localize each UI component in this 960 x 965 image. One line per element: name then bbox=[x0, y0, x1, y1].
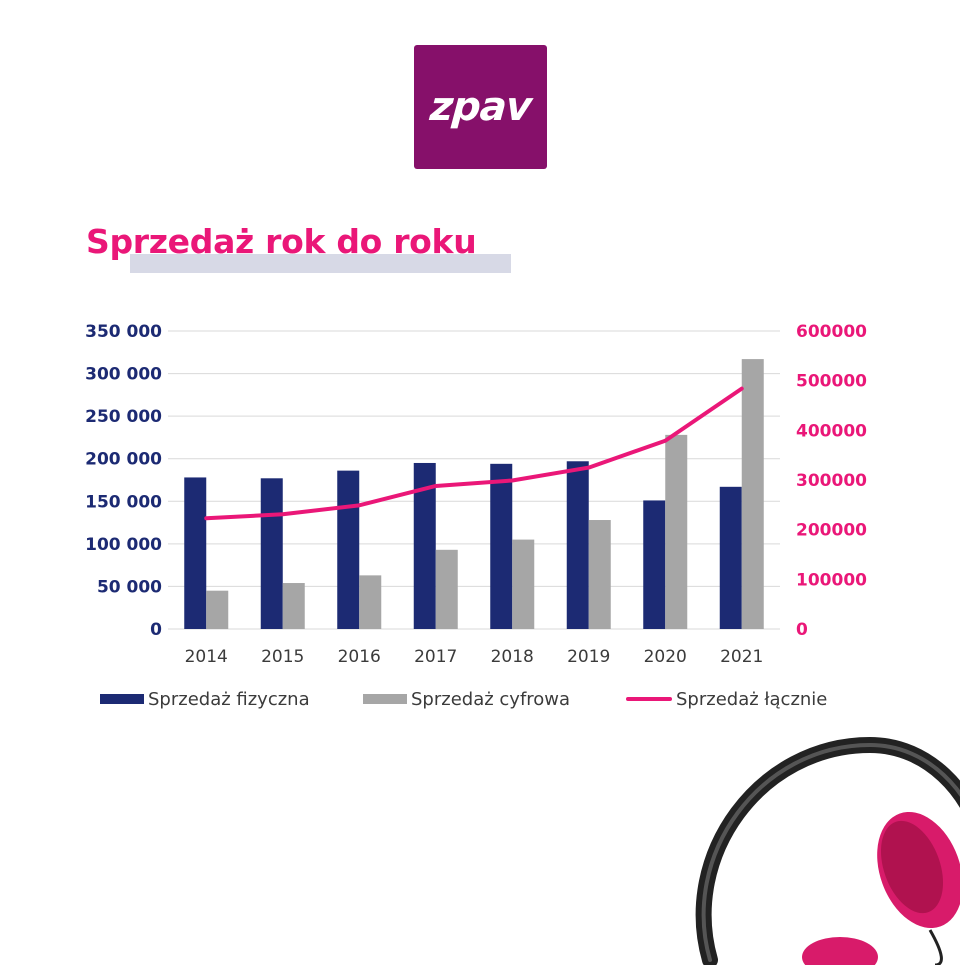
x-tick-label: 2020 bbox=[644, 647, 687, 667]
y-right-tick-label: 0 bbox=[796, 620, 808, 640]
x-tick-label: 2016 bbox=[338, 647, 381, 667]
zpav-logo: zpav bbox=[414, 45, 547, 169]
y-right-tick-label: 200000 bbox=[796, 521, 867, 541]
x-tick-label: 2021 bbox=[720, 647, 763, 667]
y-right-tick-label: 500000 bbox=[796, 372, 867, 392]
legend-item-total: Sprzedaż łącznie bbox=[626, 686, 827, 712]
bar-physical bbox=[337, 470, 360, 629]
line-total bbox=[204, 386, 744, 521]
legend-label-digital: Sprzedaż cyfrowa bbox=[411, 688, 571, 710]
y-right-tick-label: 100000 bbox=[796, 570, 867, 590]
bar-physical bbox=[719, 486, 742, 629]
legend-swatch-digital bbox=[363, 694, 407, 704]
headphones-image bbox=[695, 736, 960, 965]
bar-physical bbox=[643, 500, 666, 629]
y-right-tick-label: 400000 bbox=[796, 421, 867, 441]
bar-physical bbox=[490, 463, 513, 629]
x-tick-label: 2017 bbox=[414, 647, 457, 667]
legend-item-digital: Sprzedaż cyfrowa bbox=[363, 686, 570, 712]
y-left-tick-label: 50 000 bbox=[97, 577, 162, 597]
bar-digital bbox=[206, 590, 229, 629]
y-left-tick-label: 200 000 bbox=[85, 450, 162, 470]
y-left-tick-label: 350 000 bbox=[85, 322, 162, 342]
y-right-tick-label: 300000 bbox=[796, 471, 867, 491]
chart-title: Sprzedaż rok do roku bbox=[86, 222, 477, 261]
bar-digital bbox=[359, 575, 382, 629]
bar-digital bbox=[588, 520, 611, 629]
bar-physical bbox=[566, 461, 589, 629]
y-left-tick-label: 250 000 bbox=[85, 407, 162, 427]
bar-physical bbox=[413, 462, 436, 629]
bar-digital bbox=[741, 359, 764, 629]
bar-digital bbox=[665, 434, 688, 629]
y-left-tick-label: 0 bbox=[150, 620, 162, 640]
title-highlight-bar bbox=[130, 254, 511, 273]
y-left-tick-label: 100 000 bbox=[85, 535, 162, 555]
bar-physical bbox=[260, 478, 283, 629]
bar-physical bbox=[184, 477, 207, 629]
bar-digital bbox=[512, 539, 535, 629]
bar-digital bbox=[282, 583, 305, 629]
bar-digital bbox=[435, 549, 458, 629]
x-tick-label: 2019 bbox=[567, 647, 610, 667]
legend-item-physical: Sprzedaż fizyczna bbox=[100, 686, 310, 712]
x-tick-label: 2018 bbox=[491, 647, 534, 667]
legend-label-physical: Sprzedaż fizyczna bbox=[148, 688, 310, 710]
legend-label-total: Sprzedaż łącznie bbox=[676, 688, 828, 710]
y-left-tick-label: 300 000 bbox=[85, 365, 162, 385]
y-left-tick-label: 150 000 bbox=[85, 492, 162, 512]
y-right-tick-label: 600000 bbox=[796, 322, 867, 342]
x-tick-label: 2015 bbox=[261, 647, 304, 667]
x-tick-label: 2014 bbox=[185, 647, 228, 667]
legend-swatch-total bbox=[626, 697, 672, 701]
legend-swatch-physical bbox=[100, 694, 144, 704]
